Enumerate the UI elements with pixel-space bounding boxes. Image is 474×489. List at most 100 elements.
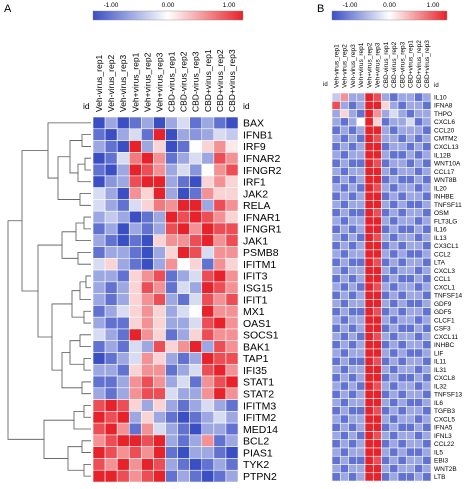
column-label: CBD-virus_rep3 [191, 51, 201, 112]
heatmap-cell [348, 398, 358, 408]
heatmap-cell [372, 447, 382, 457]
heatmap-cell [364, 389, 374, 399]
heatmap-cell [381, 191, 391, 201]
heatmap-cell [356, 398, 366, 408]
heatmap-cell [389, 323, 399, 333]
heatmap-cell [405, 414, 415, 424]
heatmap-cell [153, 411, 166, 424]
heatmap-cell [331, 290, 341, 300]
heatmap-cell [116, 187, 130, 200]
heatmap-cell [189, 352, 203, 365]
heatmap-cell [381, 431, 391, 441]
heatmap-cell [104, 163, 118, 177]
heatmap-cell [372, 381, 382, 391]
heatmap-cell [339, 183, 349, 193]
heatmap-cell [331, 150, 341, 160]
row-label: BAX [243, 118, 264, 130]
heatmap-cell [348, 216, 358, 226]
heatmap-cell [201, 187, 215, 200]
heatmap-cell [356, 422, 366, 432]
heatmap-cell [356, 447, 366, 457]
heatmap-cell [389, 356, 399, 366]
heatmap-cell [348, 439, 358, 449]
heatmap-cell [213, 116, 227, 130]
heatmap-cell [356, 332, 366, 342]
heatmap-cell [364, 216, 374, 226]
heatmap-cell [141, 128, 154, 141]
heatmap-cell [348, 455, 358, 465]
heatmap-cell [128, 187, 142, 200]
heatmap-cell [141, 434, 154, 448]
heatmap-cell [339, 348, 349, 358]
heatmap-cell [201, 328, 215, 342]
heatmap-cell [356, 274, 366, 284]
heatmap-cell [116, 269, 130, 283]
heatmap-cell [153, 316, 166, 330]
heatmap-cell [381, 133, 391, 143]
heatmap-cell [189, 363, 203, 377]
heatmap-cell [116, 399, 130, 412]
heatmap-cell [189, 210, 203, 224]
heatmap-cell [372, 241, 382, 251]
heatmap-cell [405, 472, 415, 482]
heatmap-cell [201, 422, 215, 436]
heatmap-cell [153, 422, 166, 436]
heatmap-cell [92, 328, 106, 342]
heatmap-cell [414, 167, 424, 176]
heatmap-cell [397, 158, 407, 168]
heatmap-cell [389, 233, 399, 242]
heatmap-cell [389, 307, 399, 317]
heatmap-cell [213, 363, 227, 377]
heatmap-cell [165, 305, 178, 318]
heatmap-cell [397, 422, 407, 432]
heatmap-cell [128, 363, 142, 377]
heatmap-cell [397, 191, 407, 201]
heatmap-cell [201, 175, 215, 188]
heatmap-cell [414, 398, 424, 408]
heatmap-cell [339, 167, 349, 176]
heatmap-cell [372, 274, 382, 284]
heatmap-cell [348, 241, 358, 251]
heatmap-cell [356, 92, 366, 102]
heatmap-cell [414, 249, 424, 259]
heatmap-cell [414, 381, 424, 391]
heatmap-cell [339, 133, 349, 143]
heatmap-cell [364, 373, 374, 383]
heatmap-cell [177, 375, 191, 389]
row-label: CXCL1 [434, 284, 455, 291]
heatmap-cell [356, 200, 366, 209]
row-label: IFNAR2 [243, 153, 281, 165]
row-label: OSM [434, 210, 449, 217]
heatmap-cell [339, 191, 349, 201]
heatmap-cell [422, 447, 432, 457]
heatmap-cell [348, 447, 358, 457]
heatmap-cell [104, 175, 118, 188]
heatmap-cell [381, 100, 391, 110]
heatmap-cell [414, 373, 424, 383]
heatmap-cell [422, 299, 432, 308]
row-label: RELA [243, 200, 270, 212]
heatmap-cell [116, 128, 130, 141]
row-label: MX1 [243, 306, 265, 318]
heatmap-cell [389, 290, 399, 300]
heatmap-cell [389, 299, 399, 308]
heatmap-cell [177, 328, 191, 342]
row-label: CCL20 [434, 127, 455, 134]
dendrogram-branch [83, 357, 91, 371]
heatmap-cell [348, 406, 358, 416]
heatmap-cell [331, 183, 341, 193]
heatmap-cell [339, 323, 349, 333]
row-label: IFNA8 [434, 103, 453, 110]
heatmap-cell [92, 128, 106, 141]
heatmap-cell [348, 340, 358, 350]
heatmap-cell [201, 305, 215, 318]
heatmap-cell [339, 274, 349, 284]
heatmap-cell [225, 269, 239, 283]
heatmap-cell [165, 222, 178, 236]
heatmap-cell [364, 447, 374, 457]
heatmap-cell [372, 414, 382, 424]
heatmap-cell [422, 233, 432, 242]
heatmap-cell [372, 299, 382, 308]
heatmap-cell [225, 199, 239, 212]
column-label: CBD-virus_rep2 [179, 51, 189, 112]
